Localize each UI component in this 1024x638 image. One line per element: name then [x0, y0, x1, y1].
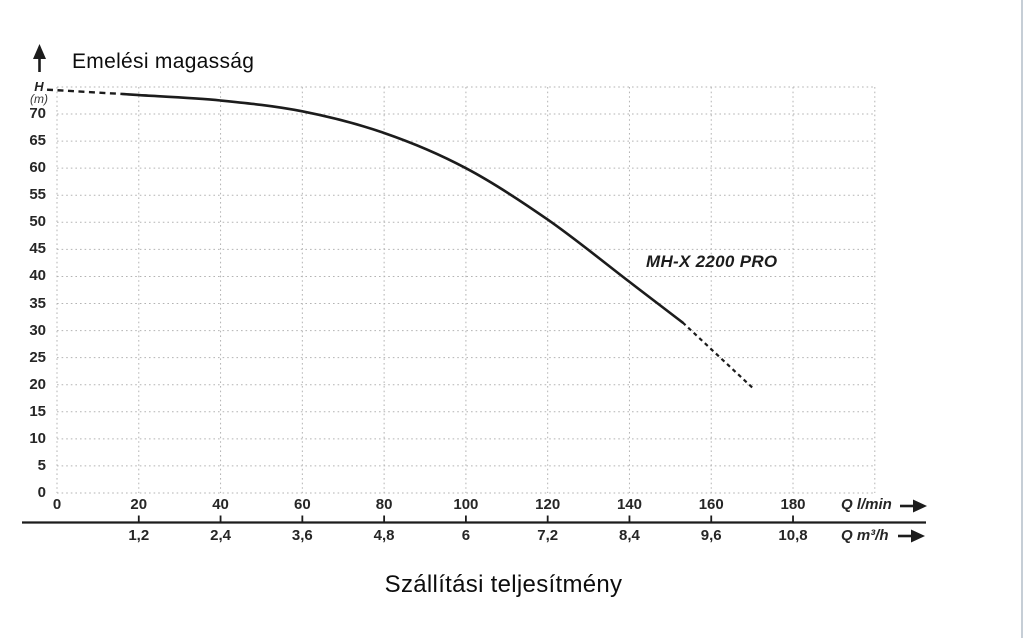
y-tick-label: 10 [29, 429, 46, 447]
x-tick-label-m3h: 2,4 [210, 527, 231, 544]
y-axis-symbol: H [34, 79, 44, 94]
x-tick-label-lmin: 0 [52, 496, 62, 513]
x-tick-label-m3h: 9,6 [700, 527, 722, 544]
curve-dashed-tail [681, 321, 753, 389]
page-edge-line [1021, 0, 1023, 638]
y-tick-label: 0 [37, 484, 46, 501]
y-tick-label: 35 [29, 294, 46, 312]
x-tick-label-m3h: 4,8 [373, 527, 395, 544]
x-axis-lmin-unit-label: Q l/min [841, 496, 892, 513]
y-tick-label: 55 [29, 186, 46, 204]
y-tick-label: 5 [37, 456, 46, 474]
y-tick-label: 25 [29, 348, 46, 366]
x-tick-label-lmin: 120 [535, 496, 561, 513]
curve-series-label: MH-X 2200 PRO [646, 252, 778, 271]
y-tick-label: 30 [29, 321, 46, 339]
x-tick-label-m3h: 10,8 [778, 527, 808, 544]
curve-solid [121, 92, 684, 324]
y-tick-label: 40 [29, 267, 46, 285]
x-tick-label-lmin: 20 [130, 496, 148, 513]
x-tick-label-lmin: 100 [453, 496, 479, 513]
x-tick-label-m3h: 8,4 [619, 527, 640, 544]
x-axis-m3h-unit-label: Q m³/h [841, 527, 889, 544]
y-tick-label: 70 [29, 105, 46, 123]
x-tick-label-lmin: 140 [616, 496, 642, 513]
x-tick-label-lmin: 180 [780, 496, 806, 513]
y-axis-arrow-icon [33, 44, 46, 59]
y-tick-label: 20 [29, 375, 46, 393]
y-tick-label: 45 [29, 240, 46, 258]
y-tick-label: 60 [29, 159, 46, 177]
x-tick-label-m3h: 1,2 [128, 527, 150, 544]
x-tick-label-m3h: 6 [461, 527, 471, 544]
x-axis-title: Szállítási teljesítmény [384, 571, 623, 598]
y-tick-label: 65 [29, 132, 46, 150]
x-tick-label-lmin: 160 [698, 496, 724, 513]
x-axis-lmin-arrow-icon [913, 499, 927, 513]
y-tick-label: 50 [29, 213, 46, 231]
chart-title: Emelési magasság [72, 50, 255, 73]
x-tick-label-lmin: 40 [212, 496, 229, 513]
x-tick-label-m3h: 3,6 [291, 527, 313, 544]
y-tick-label: 15 [29, 402, 46, 420]
curve-dashed-head [46, 88, 123, 96]
y-axis-unit: (m) [30, 92, 48, 106]
x-tick-label-lmin: 80 [375, 496, 393, 513]
x-tick-label-lmin: 60 [293, 496, 311, 513]
x-tick-label-m3h: 7,2 [537, 527, 559, 544]
x-axis-m3h-arrow-icon [911, 529, 925, 543]
